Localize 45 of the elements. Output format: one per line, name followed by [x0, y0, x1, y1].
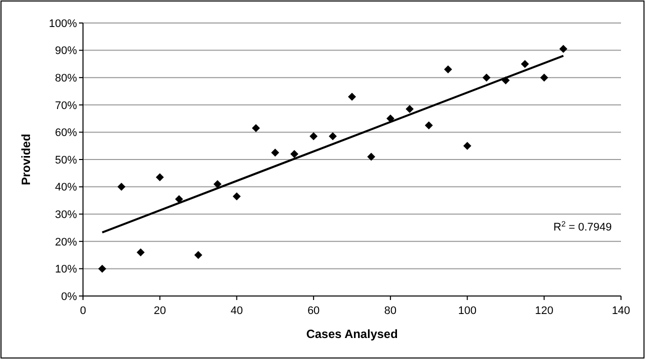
point [117, 182, 126, 191]
point [252, 124, 260, 132]
x-tick-label: 80 [384, 305, 397, 317]
point [328, 132, 337, 140]
y-tick-label: 90% [54, 45, 78, 58]
y-tick-label: 70% [54, 100, 78, 112]
point [214, 180, 222, 188]
x-axis-title: Cases Analysed [306, 327, 398, 341]
point [424, 121, 433, 130]
x-tick-label: 140 [612, 305, 630, 317]
point [540, 74, 548, 82]
point [482, 74, 490, 82]
point [156, 173, 164, 182]
y-tick-label: 50% [54, 154, 78, 166]
point [559, 44, 568, 53]
y-tick-label: 20% [54, 236, 78, 248]
point [290, 150, 298, 158]
annotation: R$^{2}$ = 0.7949 [553, 218, 612, 234]
y-tick-label: 60% [54, 127, 78, 140]
point [194, 251, 202, 260]
x-tick-label: 40 [230, 305, 243, 317]
y-tick-label: 0% [61, 290, 78, 303]
point [367, 152, 376, 161]
point [271, 148, 280, 157]
y-axis-title: Provided [19, 134, 33, 186]
point [136, 248, 145, 256]
x-tick-label: 120 [534, 305, 554, 317]
x-tick-label: 20 [154, 305, 166, 317]
y-tick-label: 30% [54, 208, 78, 221]
x-tick-label: 100 [458, 305, 476, 317]
point [98, 264, 106, 273]
point [463, 142, 472, 150]
point [232, 192, 241, 200]
point [310, 132, 318, 140]
point [406, 104, 414, 113]
y-tick-label: 80% [54, 72, 78, 84]
y-tick-label: 100% [48, 18, 78, 30]
y-tick-label: 40% [54, 182, 78, 194]
point [348, 92, 356, 101]
point [175, 195, 184, 204]
x-tick-label: 60 [307, 305, 320, 317]
point [520, 60, 529, 68]
x-tick-label: 0 [80, 305, 86, 317]
y-tick-label: 10% [54, 264, 78, 276]
point [444, 65, 452, 74]
